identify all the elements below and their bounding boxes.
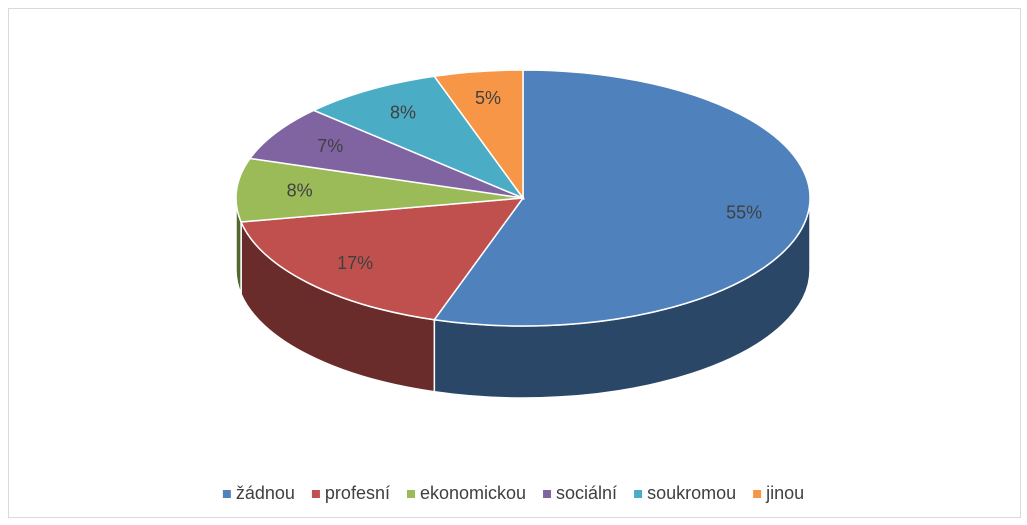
slice — [311, 75, 526, 200]
slice — [432, 69, 811, 327]
legend-swatch — [311, 490, 320, 498]
legend-label: ekonomickou — [420, 483, 526, 503]
slice — [432, 69, 524, 201]
legend-swatch — [543, 490, 552, 498]
data-label: 8% — [390, 102, 416, 122]
legend-label: žádnou — [236, 483, 295, 503]
legend-label: soukromou — [647, 483, 736, 503]
data-label: 7% — [317, 136, 343, 156]
data-label: 17% — [337, 253, 373, 273]
slice — [239, 197, 525, 321]
slice — [235, 157, 524, 223]
legend-label: jinou — [765, 483, 804, 503]
data-label: 8% — [287, 180, 313, 200]
slice — [248, 109, 524, 199]
data-label: 55% — [726, 202, 762, 222]
legend-swatch — [634, 490, 643, 498]
legend: žádnou profesní ekonomickou sociální soukrom… — [222, 483, 804, 503]
data-label: 5% — [475, 88, 501, 108]
legend-label: sociální — [556, 483, 617, 503]
legend-swatch — [753, 490, 762, 498]
legend-swatch — [222, 490, 231, 498]
legend-label: profesní — [325, 483, 390, 503]
legend-swatch — [406, 490, 415, 498]
